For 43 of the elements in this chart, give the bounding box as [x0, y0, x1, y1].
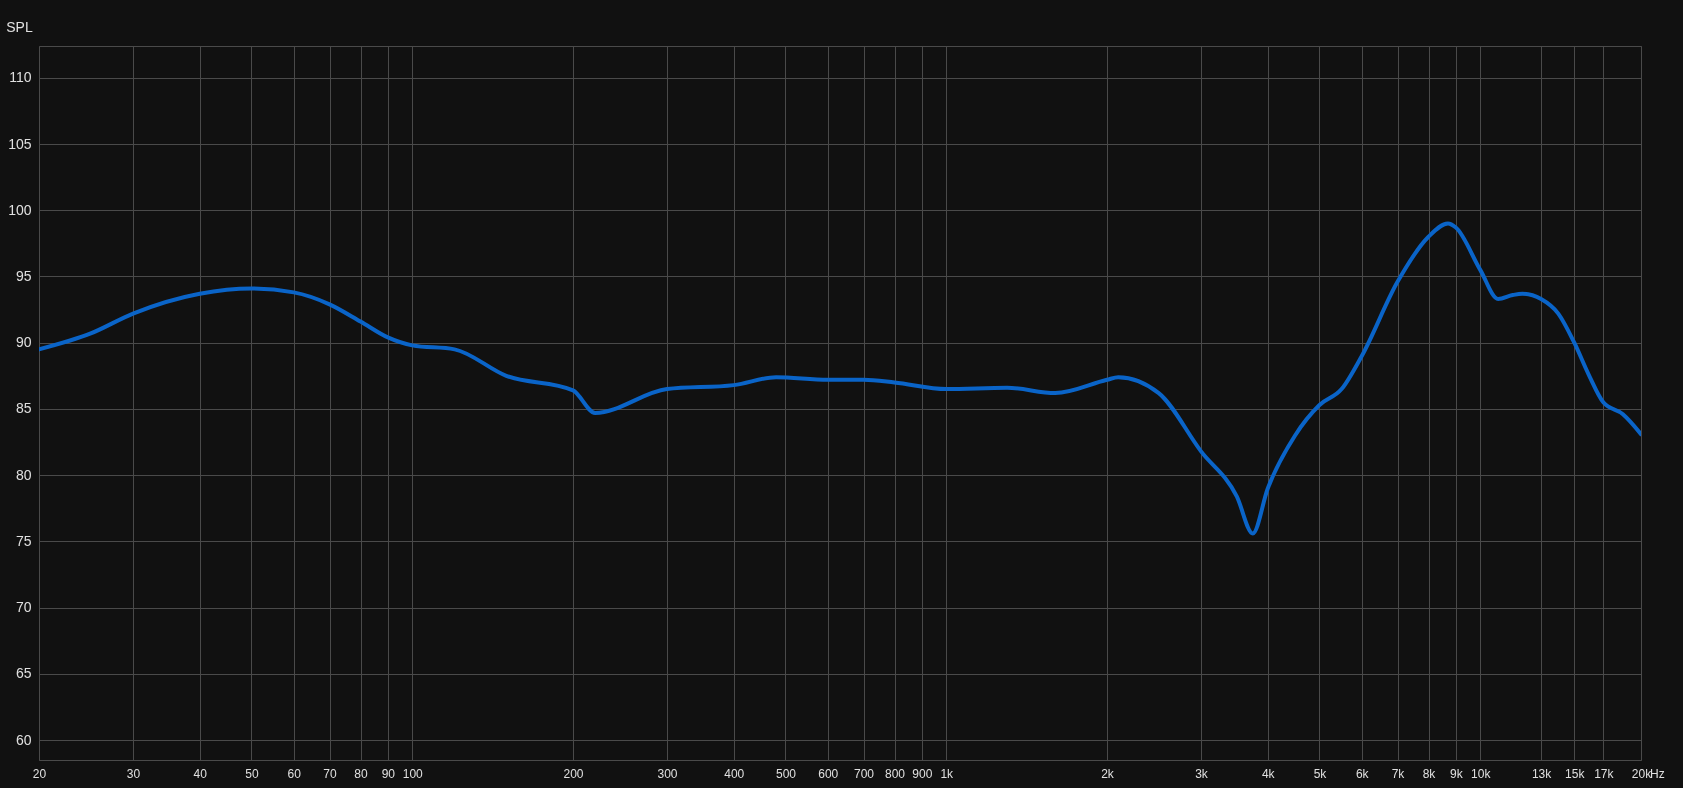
x-tick-label: 15k: [1565, 766, 1586, 781]
x-tick-label: 60: [287, 766, 302, 781]
y-axis-title: SPL: [6, 18, 33, 35]
x-tick-label: 4k: [1261, 766, 1276, 781]
y-tick-label: 65: [15, 665, 32, 682]
x-tick-label: 200: [563, 766, 584, 781]
x-axis-title: Hz: [1650, 767, 1665, 781]
x-tick-label: 5k: [1313, 766, 1328, 781]
x-tick-label: 900: [912, 766, 933, 781]
y-tick-label: 80: [15, 466, 32, 483]
x-tick-label: 1k: [940, 766, 955, 781]
x-tick-label: 50: [245, 766, 259, 781]
x-tick-label: 70: [323, 766, 338, 781]
y-tick-label: 110: [9, 69, 32, 86]
x-tick-label: 9k: [1449, 766, 1464, 781]
x-tick-label: 13k: [1531, 766, 1553, 781]
y-tick-label: 85: [15, 400, 32, 417]
y-tick-label: 60: [15, 731, 32, 748]
x-tick-label: 30: [126, 766, 141, 781]
x-tick-label: 10k: [1471, 766, 1492, 781]
x-tick-label: 700: [854, 766, 875, 781]
y-tick-label: 90: [15, 334, 32, 351]
y-tick-label: 100: [8, 201, 32, 218]
x-tick-label: 3k: [1195, 766, 1209, 781]
x-tick-label: 40: [193, 766, 208, 781]
x-tick-label: 6k: [1355, 766, 1370, 781]
x-tick-label: 400: [724, 766, 745, 781]
x-tick-label: 90: [381, 766, 396, 781]
x-tick-label: 300: [657, 766, 678, 781]
x-tick-label: 20: [32, 766, 47, 781]
x-tick-label: 8k: [1422, 766, 1437, 781]
y-tick-label: 95: [15, 267, 32, 284]
x-tick-label: 800: [884, 766, 906, 781]
y-tick-label: 105: [8, 135, 32, 152]
x-tick-label: 500: [775, 766, 797, 781]
x-tick-label: 17k: [1594, 766, 1615, 781]
x-tick-label: 80: [354, 766, 368, 781]
x-tick-label: 600: [818, 766, 839, 781]
x-tick-label: 7k: [1391, 766, 1406, 781]
x-tick-label: 100: [402, 766, 424, 781]
x-tick-label: 2k: [1101, 766, 1115, 781]
y-tick-label: 75: [15, 532, 32, 549]
y-tick-label: 70: [15, 599, 32, 616]
